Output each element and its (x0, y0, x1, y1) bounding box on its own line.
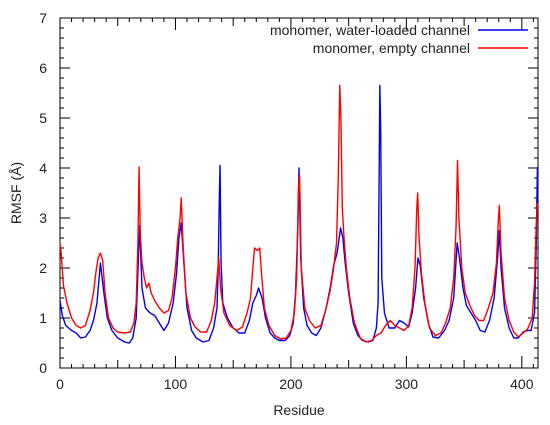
x-tick-label: 200 (279, 376, 303, 392)
x-tick-label: 0 (56, 376, 64, 392)
y-axis-title: RMSF (Å) (8, 162, 24, 224)
y-tick-label: 5 (39, 110, 47, 126)
x-tick-label: 400 (510, 376, 534, 392)
x-tick-label: 100 (164, 376, 188, 392)
y-tick-label: 3 (39, 210, 47, 226)
x-axis-title: Residue (273, 402, 325, 418)
y-axis-ticks: 0 1 2 3 4 5 6 7 (39, 10, 538, 376)
series-empty-line (59, 84, 539, 343)
legend: monomer, water-loaded channel monomer, e… (270, 22, 528, 56)
y-tick-label: 1 (39, 310, 47, 326)
plot-frame (59, 17, 539, 369)
y-tick-label: 2 (39, 260, 47, 276)
x-tick-label: 300 (395, 376, 419, 392)
y-tick-label: 6 (39, 60, 47, 76)
legend-label-empty: monomer, empty channel (313, 40, 470, 56)
legend-label-water-loaded: monomer, water-loaded channel (270, 22, 470, 38)
x-axis-ticks: 0 100 200 300 400 (56, 18, 534, 392)
y-tick-label: 0 (39, 360, 47, 376)
series-layer (59, 84, 539, 344)
y-tick-label: 4 (39, 160, 47, 176)
y-tick-label: 7 (39, 10, 47, 26)
